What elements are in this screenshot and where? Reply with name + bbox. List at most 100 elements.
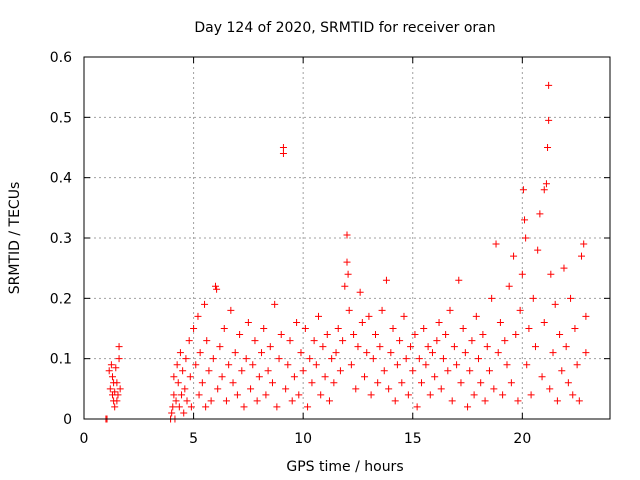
data-point: [514, 397, 522, 405]
data-point: [345, 306, 353, 314]
data-point: [216, 343, 224, 351]
data-point: [181, 385, 189, 393]
data-point: [374, 379, 382, 387]
data-point: [483, 343, 491, 351]
data-point: [170, 373, 178, 381]
data-point: [183, 397, 191, 405]
data-point: [111, 403, 119, 411]
data-point: [437, 385, 445, 393]
data-point: [522, 234, 530, 242]
data-point: [431, 373, 439, 381]
data-point: [247, 385, 255, 393]
data-point: [446, 306, 454, 314]
data-point: [354, 343, 362, 351]
data-point: [279, 150, 287, 158]
y-tick-label: 0.5: [50, 110, 72, 126]
data-point: [176, 349, 184, 357]
data-point: [404, 391, 412, 399]
data-point: [249, 361, 257, 369]
y-tick-label: 0.6: [50, 50, 72, 66]
data-point: [341, 282, 349, 290]
data-point: [575, 397, 583, 405]
y-tick-label: 0.3: [50, 231, 72, 247]
data-point: [180, 409, 188, 417]
data-point: [553, 397, 561, 405]
data-point: [113, 379, 121, 387]
data-point: [214, 385, 222, 393]
data-point: [475, 355, 482, 363]
data-point: [227, 306, 235, 314]
data-point: [371, 331, 379, 339]
data-point: [529, 294, 537, 302]
data-point: [255, 373, 263, 381]
data-point: [582, 349, 590, 357]
data-point: [242, 355, 250, 363]
data-point: [485, 367, 493, 375]
data-point: [304, 403, 312, 411]
data-point: [306, 355, 314, 363]
data-point: [365, 312, 373, 320]
data-point: [488, 294, 496, 302]
data-point: [279, 144, 287, 151]
data-point: [352, 385, 360, 393]
data-point: [562, 343, 570, 351]
data-point: [301, 325, 309, 332]
data-point: [358, 318, 366, 326]
data-point: [275, 355, 283, 363]
data-point: [518, 270, 526, 278]
data-point: [336, 367, 344, 375]
data-point: [323, 331, 331, 339]
data-point: [492, 240, 500, 248]
data-point: [332, 349, 340, 357]
data-point: [107, 361, 115, 369]
scatter-series: [102, 81, 590, 423]
data-point: [470, 391, 478, 399]
data-point: [503, 361, 511, 369]
data-point: [472, 312, 480, 320]
data-point: [268, 379, 276, 387]
data-point: [542, 180, 550, 188]
data-point: [277, 331, 285, 339]
data-point: [192, 361, 200, 369]
data-point: [212, 282, 219, 290]
data-point: [534, 246, 542, 254]
data-point: [172, 397, 180, 405]
data-point: [569, 391, 577, 399]
data-point: [444, 367, 452, 375]
data-point: [455, 276, 463, 284]
data-point: [439, 355, 447, 363]
data-point: [407, 343, 415, 351]
data-point: [253, 397, 261, 405]
data-point: [168, 409, 176, 417]
data-point: [220, 325, 228, 332]
data-point: [459, 325, 467, 332]
data-point: [573, 361, 581, 369]
data-point: [328, 355, 336, 363]
data-point: [468, 337, 476, 345]
data-point: [343, 231, 351, 239]
plot-frame: [83, 56, 611, 420]
data-point: [344, 270, 352, 278]
x-tick-label: 10: [294, 431, 312, 447]
data-point: [361, 373, 369, 381]
data-point: [178, 391, 186, 399]
data-point: [334, 325, 342, 332]
data-point: [380, 367, 388, 375]
data-point: [321, 373, 329, 381]
data-point: [398, 379, 406, 387]
data-point: [376, 343, 384, 351]
data-point: [236, 331, 244, 339]
data-point: [378, 306, 386, 314]
data-point: [418, 379, 426, 387]
data-point: [367, 391, 375, 399]
data-point: [450, 343, 458, 351]
data-point: [201, 300, 209, 308]
data-point: [231, 349, 239, 357]
data-point: [282, 385, 290, 393]
data-point: [389, 325, 397, 332]
data-point: [290, 373, 298, 381]
y-tick-label: 0: [63, 412, 72, 428]
data-point: [567, 294, 575, 302]
data-point: [343, 258, 351, 266]
